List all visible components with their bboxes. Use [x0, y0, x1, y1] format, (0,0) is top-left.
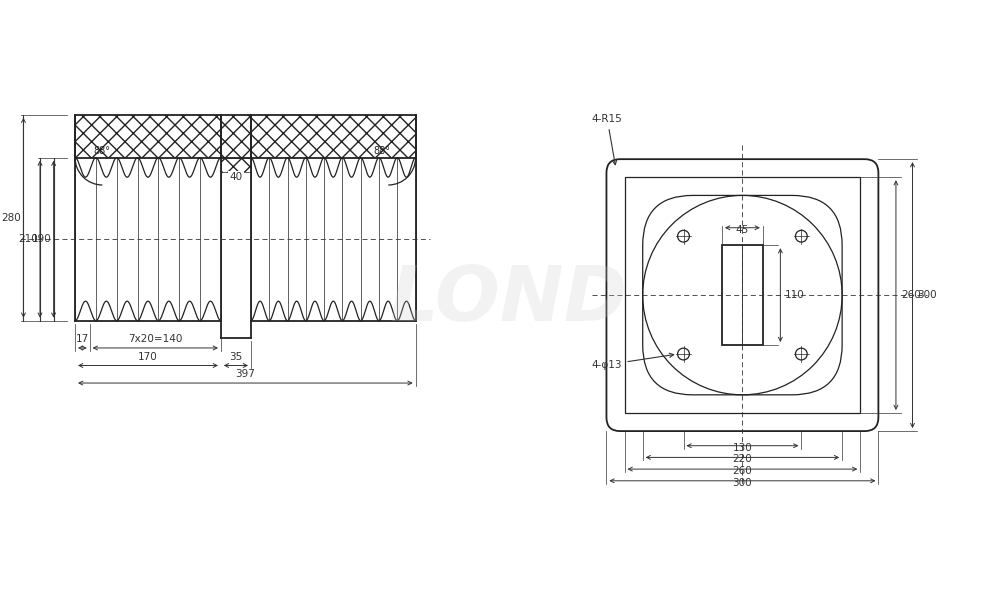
Bar — [251, 115, 416, 158]
Bar — [221, 115, 251, 158]
Text: 210: 210 — [18, 234, 38, 244]
Text: 220: 220 — [733, 454, 752, 464]
Text: 130: 130 — [733, 443, 752, 453]
Text: 35: 35 — [229, 352, 243, 362]
Text: 300: 300 — [917, 290, 937, 300]
Text: 110: 110 — [785, 290, 805, 300]
Text: 88°: 88° — [374, 146, 391, 156]
Text: 45: 45 — [736, 225, 749, 235]
Text: 88°: 88° — [94, 146, 111, 156]
Text: 190: 190 — [32, 234, 52, 244]
Text: 280: 280 — [2, 213, 21, 223]
Text: 300: 300 — [733, 478, 752, 488]
Bar — [221, 158, 251, 172]
Text: 170: 170 — [138, 352, 158, 362]
Text: 260: 260 — [901, 290, 921, 300]
Text: 260: 260 — [733, 466, 752, 476]
Bar — [75, 115, 221, 158]
Text: 4-φ13: 4-φ13 — [592, 353, 674, 370]
Text: 40: 40 — [229, 172, 242, 182]
Text: 17: 17 — [75, 334, 89, 344]
Bar — [625, 177, 860, 413]
Text: 397: 397 — [235, 369, 255, 379]
Bar — [722, 245, 763, 345]
Text: 7x20=140: 7x20=140 — [128, 334, 182, 344]
Text: LOND: LOND — [390, 263, 628, 337]
Text: 4-R15: 4-R15 — [592, 114, 623, 165]
